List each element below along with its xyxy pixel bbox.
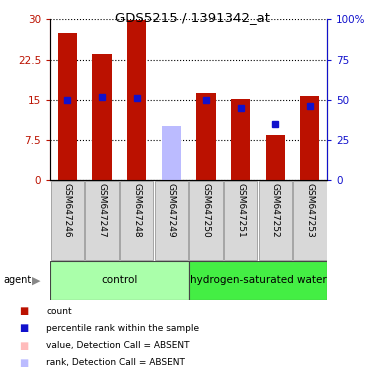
FancyBboxPatch shape — [50, 261, 189, 300]
Text: percentile rank within the sample: percentile rank within the sample — [46, 324, 199, 333]
Text: GDS5215 / 1391342_at: GDS5215 / 1391342_at — [115, 12, 270, 25]
FancyBboxPatch shape — [120, 181, 153, 260]
Text: GSM647246: GSM647246 — [63, 183, 72, 238]
Text: GSM647252: GSM647252 — [271, 183, 280, 238]
Text: rank, Detection Call = ABSENT: rank, Detection Call = ABSENT — [46, 358, 185, 367]
Bar — [162, 126, 181, 180]
Text: GSM647250: GSM647250 — [201, 183, 211, 238]
Text: GSM647253: GSM647253 — [305, 183, 315, 238]
Bar — [196, 93, 216, 180]
Bar — [127, 20, 146, 180]
Text: ▶: ▶ — [32, 275, 41, 285]
FancyBboxPatch shape — [259, 181, 292, 260]
Text: ■: ■ — [19, 306, 28, 316]
Text: GSM647249: GSM647249 — [167, 183, 176, 238]
FancyBboxPatch shape — [51, 181, 84, 260]
Text: GSM647247: GSM647247 — [97, 183, 107, 238]
Bar — [58, 33, 77, 180]
Text: agent: agent — [4, 275, 32, 285]
Bar — [231, 99, 250, 180]
Text: ■: ■ — [19, 323, 28, 333]
Bar — [300, 96, 320, 180]
Text: count: count — [46, 306, 72, 316]
FancyBboxPatch shape — [293, 181, 326, 260]
Text: ■: ■ — [19, 358, 28, 368]
Text: hydrogen-saturated water: hydrogen-saturated water — [189, 275, 326, 285]
FancyBboxPatch shape — [224, 181, 257, 260]
FancyBboxPatch shape — [85, 181, 119, 260]
Text: value, Detection Call = ABSENT: value, Detection Call = ABSENT — [46, 341, 190, 350]
FancyBboxPatch shape — [189, 181, 223, 260]
Text: control: control — [101, 275, 137, 285]
Text: GSM647248: GSM647248 — [132, 183, 141, 238]
FancyBboxPatch shape — [189, 261, 327, 300]
Text: GSM647251: GSM647251 — [236, 183, 245, 238]
FancyBboxPatch shape — [155, 181, 188, 260]
Bar — [92, 54, 112, 180]
Bar — [162, 132, 181, 180]
Text: ■: ■ — [19, 341, 28, 351]
Bar — [266, 135, 285, 180]
